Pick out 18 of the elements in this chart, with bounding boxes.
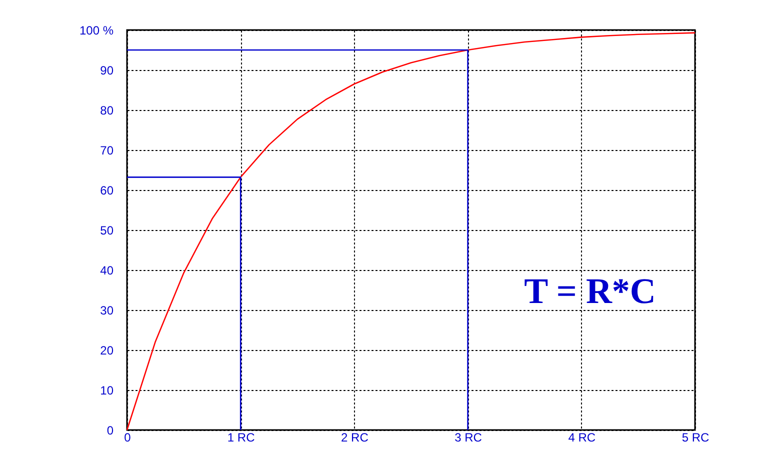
y-tick-label: 40 — [100, 264, 114, 278]
annotation: T = R*C — [524, 271, 656, 311]
line-series — [126, 32, 696, 431]
y-tick-label: 80 — [100, 104, 114, 118]
x-tick-label: 0 — [124, 430, 132, 444]
y-tick-label: 90 — [100, 64, 114, 78]
x-tick-label: 4 RC — [568, 430, 596, 444]
y-tick-label: 50 — [100, 224, 114, 238]
x-tick-label: 3 RC — [454, 430, 482, 444]
x-tick-label: 5 RC — [682, 430, 710, 444]
x-tick-label: 2 RC — [341, 430, 369, 444]
y-tick-label: 30 — [100, 304, 114, 318]
y-tick-label: 10 — [100, 384, 114, 398]
y-tick-label: 20 — [100, 344, 114, 358]
y-tick-label: 60 — [100, 184, 114, 198]
y-tick-label: 100 % — [79, 24, 114, 38]
y-tick-label: 70 — [100, 144, 114, 158]
x-tick-label: 1 RC — [227, 430, 256, 444]
